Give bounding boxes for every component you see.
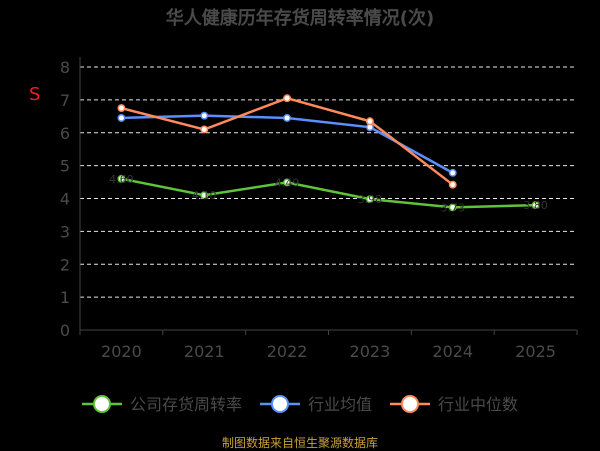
data-point — [117, 114, 126, 122]
data-point — [448, 168, 457, 177]
data-label: 3.73 — [441, 201, 466, 214]
legend-label: 公司存货周转率 — [130, 395, 242, 414]
data-label: 3.80 — [523, 199, 548, 212]
legend-marker — [93, 395, 111, 413]
data-label: 4.10 — [192, 189, 217, 202]
data-point — [200, 125, 209, 134]
data-point — [531, 201, 540, 210]
x-tick-label: 2020 — [101, 342, 142, 361]
data-point — [365, 117, 374, 126]
data-label: 4.49 — [275, 176, 300, 189]
legend-label: 行业均值 — [308, 395, 372, 414]
data-point — [283, 94, 292, 103]
x-tick-label: 2025 — [515, 342, 556, 361]
data-label: 3.98 — [358, 193, 383, 206]
data-point — [448, 203, 457, 212]
series-line — [121, 96, 454, 186]
y-tick-label: 8 — [60, 58, 70, 77]
data-point — [117, 174, 126, 183]
y-tick-label: 2 — [60, 255, 70, 274]
y-tick-label: 5 — [60, 157, 70, 176]
chart-title: 华人健康历年存货周转率情况(次) — [165, 8, 435, 29]
y-tick-label: 7 — [60, 91, 70, 110]
y-tick-label: 3 — [60, 222, 70, 241]
data-point — [200, 111, 209, 120]
series-line — [121, 114, 454, 174]
x-tick-label: 2022 — [267, 342, 308, 361]
data-point — [117, 104, 126, 113]
data-point — [365, 195, 374, 204]
y-tick-label: 6 — [60, 124, 70, 143]
legend-label: 行业中位数 — [438, 395, 518, 414]
x-tick-label: 2021 — [184, 342, 225, 361]
data-label: 4.60 — [109, 173, 134, 186]
legend-marker — [271, 395, 289, 413]
x-tick-label: 2023 — [350, 342, 391, 361]
y-tick-label: 4 — [60, 190, 70, 209]
watermark-logo: S — [29, 84, 41, 105]
x-tick-label: 2024 — [432, 342, 473, 361]
data-point — [200, 191, 209, 200]
y-tick-label: 0 — [60, 321, 70, 340]
data-point — [283, 178, 292, 187]
y-tick-label: 1 — [60, 288, 70, 307]
data-point — [283, 114, 292, 122]
data-source-note: 制图数据来自恒生聚源数据库 — [221, 436, 378, 450]
legend-marker — [401, 395, 419, 413]
series-line — [121, 177, 536, 209]
data-point — [448, 180, 457, 189]
